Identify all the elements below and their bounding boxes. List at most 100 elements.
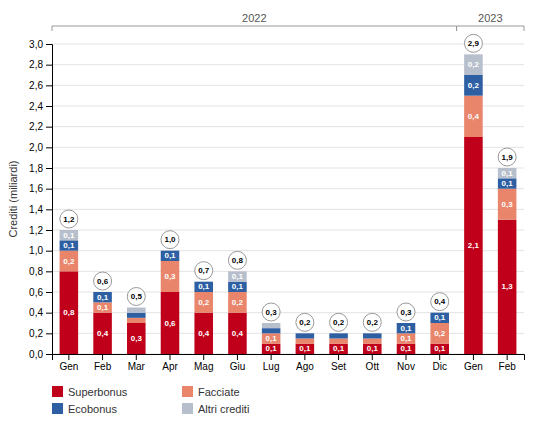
bar-segment [464, 54, 483, 75]
y-tick-mark [46, 168, 52, 169]
data-label: 0,3 [164, 272, 176, 281]
legend-swatch [52, 403, 63, 414]
bar-segment [363, 344, 382, 354]
bar-segment [60, 230, 79, 240]
x-tick-label: Gen [464, 361, 483, 372]
data-label: 0,1 [232, 282, 244, 291]
series [60, 96, 517, 344]
y-axis: 0,00,20,40,60,81,01,21,41,61,82,02,22,42… [29, 39, 52, 360]
bar-segment [363, 339, 382, 344]
bar-segment [363, 333, 382, 334]
y-tick: 2,2 [29, 121, 52, 132]
x-tick: Gen [59, 354, 78, 372]
data-label: 0,1 [333, 344, 345, 353]
x-tick: Ott [366, 354, 380, 372]
legend-swatch [182, 386, 193, 397]
year-brackets: 2022 2023 [52, 12, 524, 31]
data-label: 0,2 [198, 298, 210, 307]
bar-segment [464, 75, 483, 96]
x-tick-label: Mar [128, 361, 146, 372]
x-tick: Giu [230, 354, 246, 372]
y-tick-label: 3,0 [29, 39, 43, 50]
x-tick-mark [338, 354, 339, 360]
y-tick: 2,0 [29, 142, 52, 153]
grid-line [52, 250, 524, 251]
data-label: 0,8 [63, 308, 75, 317]
total-badge [262, 303, 280, 321]
y-tick-mark [46, 313, 52, 314]
legend-item: Altri crediti [182, 403, 249, 415]
x-tick-mark [170, 354, 171, 360]
x-tick-mark [406, 354, 407, 360]
grid-line [52, 312, 524, 313]
bar-segment [296, 333, 315, 334]
y-tick: 0,4 [29, 307, 52, 318]
bar-segment [60, 271, 79, 354]
plot: 0,00,20,40,60,81,01,21,41,61,82,02,22,42… [29, 12, 524, 372]
bar-segment [93, 313, 112, 354]
legend: SuperbonusFacciateEcobonusAltri crediti [52, 386, 249, 415]
bar-segment [498, 189, 517, 220]
y-tick-label: 0,4 [29, 307, 43, 318]
y-tick: 2,8 [29, 59, 52, 70]
bar-segment [296, 339, 315, 344]
bar-segment [60, 240, 79, 250]
x-axis-line [53, 355, 525, 361]
total-badge [498, 148, 516, 166]
bar-segment [464, 96, 483, 137]
y-tick-mark [46, 189, 52, 190]
y-tick-label: 2,4 [29, 101, 43, 112]
bar-segment [498, 178, 517, 188]
bar-segment [127, 313, 146, 318]
y-tick-mark [46, 354, 52, 355]
bar-segment [329, 339, 348, 344]
data-label: 0,4 [468, 112, 480, 121]
x-tick-label: Apr [162, 361, 178, 372]
total-label: 0,3 [400, 308, 412, 317]
y-axis-line [46, 45, 53, 355]
y-tick: 0,2 [29, 328, 52, 339]
x-tick: Mar [128, 354, 146, 372]
y-tick: 1,0 [29, 245, 52, 256]
data-label: 0,4 [232, 329, 244, 338]
x-tick-mark [203, 354, 204, 360]
bar-segment [262, 333, 281, 343]
bar-segment [498, 168, 517, 178]
y-tick: 1,8 [29, 163, 52, 174]
bar-segment [329, 333, 348, 334]
data-label: 0,1 [400, 324, 412, 333]
total-badge [363, 313, 381, 331]
total-label: 0,6 [97, 277, 109, 286]
y-tick-mark [46, 106, 52, 107]
x-tick: Apr [162, 354, 178, 372]
y-tick-mark [46, 127, 52, 128]
x-tick-mark [271, 354, 272, 360]
y-tick-label: 1,8 [29, 163, 43, 174]
x-tick-mark [136, 354, 137, 360]
data-label: 0,4 [97, 329, 109, 338]
annotation: 2022 [242, 12, 266, 24]
legend-label: Facciate [198, 386, 240, 398]
bar-segment [430, 344, 449, 354]
grid-line [52, 44, 524, 45]
total-badge [228, 251, 246, 269]
total-badge [431, 293, 449, 311]
y-tick-mark [46, 251, 52, 252]
x-tick: Set [331, 354, 346, 372]
bar-segment [296, 333, 315, 338]
data-label: 0,2 [232, 298, 244, 307]
bracket [457, 26, 524, 31]
bar-segment [228, 292, 247, 313]
bar-segment [430, 313, 449, 323]
annotation: 2023 [478, 12, 502, 24]
bar-segment [262, 323, 281, 328]
y-tick-label: 0,2 [29, 328, 43, 339]
x-tick-label: Nov [397, 361, 415, 372]
x-tick-mark [473, 354, 474, 360]
data-label: 0,3 [502, 200, 514, 209]
data-label: 0,1 [299, 344, 311, 353]
totals: 1,20,60,51,00,70,80,30,20,20,20,30,42,91… [60, 34, 516, 331]
bar-segment [93, 302, 112, 312]
total-label: 1,9 [502, 153, 514, 162]
data-label: 0,1 [232, 272, 244, 281]
